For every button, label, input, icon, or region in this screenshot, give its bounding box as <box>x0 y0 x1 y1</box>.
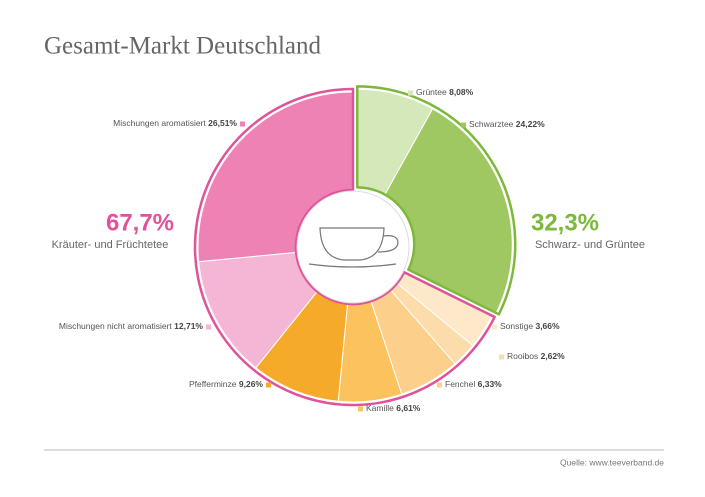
legend-swatch <box>492 324 497 330</box>
segment-label: Pfefferminze 9,26% <box>189 379 263 389</box>
segment-value: 2,62% <box>541 351 566 361</box>
group-outline <box>355 85 517 316</box>
donut <box>197 88 513 403</box>
legend-swatch <box>499 354 504 360</box>
segment-name: Fenchel <box>445 379 475 389</box>
group-value: 32,3% <box>531 209 599 236</box>
cup-icon <box>308 227 399 268</box>
segment-name: Grüntee <box>416 87 447 97</box>
group-name: Kräuter- und Früchtetee <box>52 239 169 251</box>
segment-value: 3,66% <box>535 321 560 331</box>
source: Quelle: www.teeverband.de <box>560 457 664 467</box>
segment-value: 26,51% <box>208 118 237 128</box>
group-value: 67,7% <box>106 209 174 236</box>
segment-label: Mischungen nicht aromatisiert 12,71% <box>59 321 204 331</box>
legend-swatch <box>358 406 363 412</box>
group-outline <box>193 87 496 407</box>
segment-label: Kamille 6,61% <box>366 403 421 413</box>
segment-name: Mischungen aromatisiert <box>113 118 206 128</box>
legend-swatch <box>240 121 245 127</box>
segment-value: 12,71% <box>174 321 203 331</box>
segment-label: Sonstige 3,66% <box>500 321 560 331</box>
legend-swatch <box>408 90 413 96</box>
segment-label: Fenchel 6,33% <box>445 379 502 389</box>
segment-label: Grüntee 8,08% <box>416 87 474 97</box>
group-name: Schwarz- und Grüntee <box>535 239 645 251</box>
legend-swatch <box>206 324 211 330</box>
segment-label: Mischungen aromatisiert 26,51% <box>113 118 237 128</box>
segment-value: 6,61% <box>396 403 421 413</box>
segment-value: 8,08% <box>449 87 474 97</box>
segment-value: 9,26% <box>239 379 264 389</box>
legend-swatch <box>266 382 271 388</box>
segment-value: 6,33% <box>478 379 503 389</box>
segment-name: Rooibos <box>507 351 538 361</box>
segment-label: Rooibos 2,62% <box>507 351 565 361</box>
segment-name: Schwarztee <box>469 119 514 129</box>
segment-label: Schwarztee 24,22% <box>469 119 545 129</box>
legend-swatch <box>437 382 442 388</box>
center <box>296 190 410 304</box>
segment-value: 24,22% <box>516 119 545 129</box>
segment-name: Sonstige <box>500 321 533 331</box>
group-outlines <box>193 85 517 407</box>
chart-title: Gesamt-Markt Deutschland <box>44 33 322 60</box>
segment-name: Pfefferminze <box>189 379 237 389</box>
segment-name: Kamille <box>366 403 394 413</box>
segment-name: Mischungen nicht aromatisiert <box>59 321 173 331</box>
legend-swatch <box>461 122 466 128</box>
